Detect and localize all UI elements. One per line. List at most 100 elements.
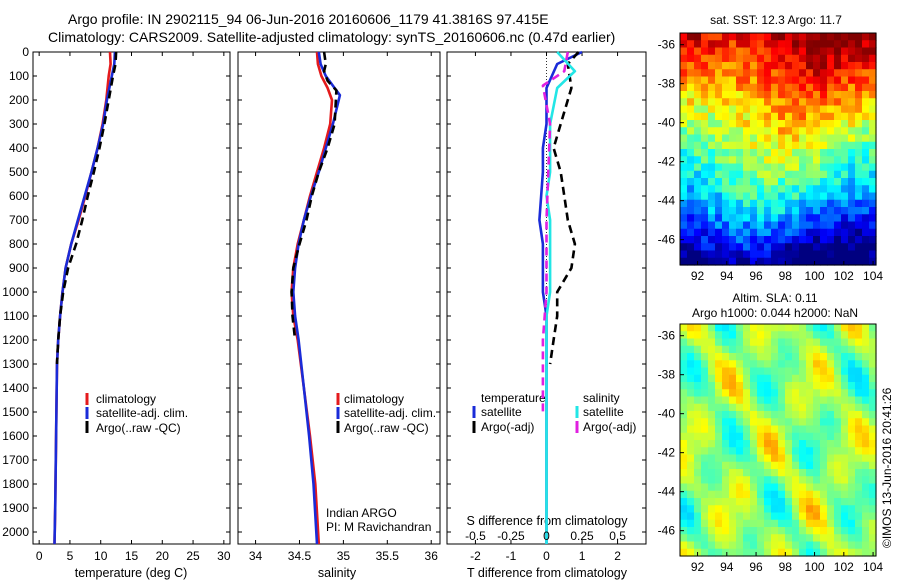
heatmap-cell: [855, 69, 863, 78]
heatmap-cell: [708, 411, 716, 419]
heatmap-cell: [778, 490, 786, 499]
x-tick-label: 102: [834, 269, 854, 283]
heatmap-cell: [722, 149, 730, 157]
heatmap-cell: [841, 345, 849, 354]
heatmap-cell: [792, 360, 800, 369]
heatmap-cell: [827, 389, 835, 398]
heatmap-cell: [708, 76, 716, 85]
heatmap-cell: [729, 345, 737, 354]
heatmap-cell: [799, 541, 807, 550]
heatmap-cell: [862, 367, 870, 376]
heatmap-cell: [827, 498, 835, 506]
heatmap-cell: [820, 425, 828, 434]
heatmap-cell: [862, 250, 870, 259]
heatmap-cell: [708, 141, 716, 150]
heatmap-cell: [687, 512, 695, 521]
heatmap-cell: [729, 425, 737, 434]
heatmap-cell: [715, 62, 723, 70]
x-tick-label: 0: [543, 549, 550, 563]
heatmap-cell: [708, 418, 716, 427]
heatmap-cell: [778, 469, 786, 477]
x-tick-label: 25: [186, 549, 200, 563]
heatmap-cell: [813, 490, 821, 499]
heatmap-cell: [813, 440, 821, 448]
heatmap-cell: [750, 512, 758, 521]
heatmap-cell: [869, 156, 877, 165]
heatmap-cell: [778, 149, 786, 157]
heatmap-cell: [841, 47, 849, 56]
heatmap-cell: [715, 40, 723, 49]
heatmap-cell: [764, 338, 772, 347]
heatmap-cell: [862, 534, 870, 543]
heatmap-cell: [862, 360, 870, 369]
heatmap-cell: [806, 199, 814, 208]
heatmap-cell: [736, 98, 744, 107]
heatmap-cell: [806, 490, 814, 499]
heatmap-cell: [792, 141, 800, 150]
heatmap-cell: [750, 469, 758, 477]
heatmap-cell: [680, 207, 688, 215]
heatmap-cell: [750, 76, 758, 85]
heatmap-cell: [743, 519, 751, 528]
legend-label-t-argo: Argo(-adj): [481, 420, 534, 434]
heatmap-cell: [694, 519, 702, 528]
heatmap-cell: [694, 374, 702, 383]
heatmap-cell: [820, 367, 828, 376]
heatmap-cell: [750, 389, 758, 398]
heatmap-cell: [785, 141, 793, 150]
heatmap-cell: [701, 228, 709, 237]
y-tick-label: -40: [658, 407, 676, 421]
heatmap-cell: [778, 120, 786, 128]
heatmap-cell: [806, 98, 814, 107]
heatmap-cell: [722, 541, 730, 550]
heatmap-cell: [764, 411, 772, 419]
heatmap-cell: [820, 519, 828, 528]
heatmap-cell: [827, 548, 835, 557]
heatmap-cell: [869, 54, 877, 63]
heatmap-cell: [764, 199, 772, 208]
heatmap-cell: [862, 83, 870, 92]
heatmap-cell: [736, 127, 744, 136]
heatmap-cell: [799, 367, 807, 376]
heatmap-cell: [785, 83, 793, 92]
heatmap-cell: [764, 163, 772, 172]
heatmap-cell: [813, 461, 821, 470]
heatmap-cell: [869, 98, 877, 107]
heatmap-cell: [848, 367, 856, 376]
heatmap-cell: [778, 331, 786, 340]
heatmap-cell: [715, 425, 723, 434]
heatmap-cell: [743, 141, 751, 150]
heatmap-cell: [757, 156, 765, 165]
heatmap-cell: [855, 353, 863, 361]
heatmap-cell: [820, 105, 828, 114]
heatmap-cell: [708, 228, 716, 237]
heatmap-cell: [855, 512, 863, 521]
heatmap-cell: [827, 40, 835, 49]
heatmap-cell: [827, 120, 835, 128]
heatmap-cell: [750, 207, 758, 215]
heatmap-cell: [708, 469, 716, 477]
heatmap-cell: [827, 83, 835, 92]
heatmap-cell: [722, 47, 730, 56]
heatmap-cell: [743, 69, 751, 78]
heatmap-cell: [869, 178, 877, 186]
heatmap-cell: [708, 483, 716, 492]
heatmap-cell: [736, 228, 744, 237]
heatmap-cell: [736, 338, 744, 347]
heatmap-cell: [771, 236, 779, 244]
heatmap-cell: [736, 353, 744, 361]
heatmap-cell: [708, 490, 716, 499]
heatmap-cell: [694, 324, 702, 332]
heatmap-cell: [715, 127, 723, 136]
heatmap-cell: [715, 505, 723, 514]
heatmap-cell: [680, 214, 688, 223]
heatmap-cell: [799, 127, 807, 136]
sst-heatmap-cells: [680, 33, 877, 266]
heatmap-cell: [694, 134, 702, 143]
heatmap-cell: [708, 548, 716, 557]
heatmap-cell: [750, 324, 758, 332]
heatmap-cell: [722, 236, 730, 244]
y-tick-label: 200: [9, 93, 29, 107]
heatmap-cell: [764, 541, 772, 550]
heatmap-cell: [701, 236, 709, 244]
